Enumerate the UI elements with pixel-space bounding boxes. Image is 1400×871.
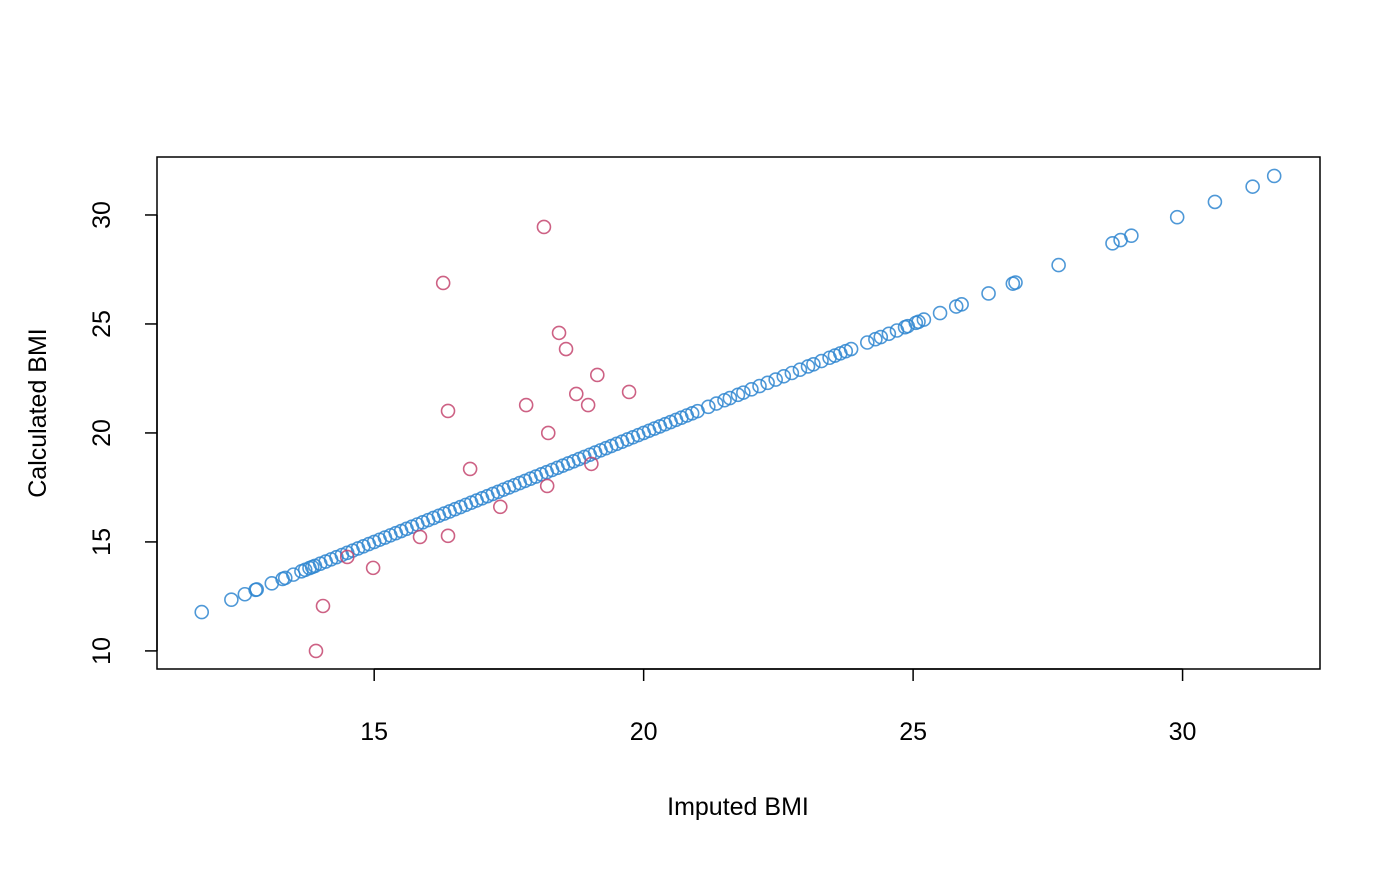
point <box>709 396 724 411</box>
point <box>1124 228 1139 243</box>
point <box>860 335 875 350</box>
point <box>580 397 596 413</box>
point <box>1008 275 1023 290</box>
x-tick-label: 30 <box>1169 718 1197 746</box>
x-axis-title: Imputed BMI <box>667 793 809 821</box>
point <box>518 397 534 413</box>
y-tick-label: 15 <box>88 528 116 556</box>
point <box>224 592 239 607</box>
point <box>339 549 355 565</box>
point <box>843 341 859 357</box>
point <box>776 368 792 384</box>
point <box>412 529 428 545</box>
y-tick-label: 30 <box>88 201 116 229</box>
point <box>1169 209 1185 225</box>
y-tick-label: 10 <box>88 637 116 665</box>
point <box>1051 257 1066 273</box>
point <box>315 598 331 614</box>
point <box>492 499 508 515</box>
point <box>806 356 821 372</box>
y-tick-label: 20 <box>88 419 116 447</box>
point <box>536 219 552 235</box>
point <box>462 461 478 477</box>
point <box>736 385 751 400</box>
point <box>1245 179 1260 194</box>
point <box>568 386 584 402</box>
point <box>286 567 301 582</box>
point <box>365 560 381 576</box>
point <box>249 582 265 597</box>
point <box>768 372 783 387</box>
point <box>981 286 996 301</box>
point <box>701 399 716 415</box>
point <box>954 297 969 312</box>
point <box>540 425 556 441</box>
point <box>308 643 324 659</box>
point <box>1207 194 1223 210</box>
point <box>584 456 599 472</box>
point <box>873 329 889 345</box>
point <box>916 312 932 327</box>
point <box>440 403 456 419</box>
plot-box <box>156 156 1321 670</box>
point <box>744 382 759 397</box>
point <box>277 570 293 586</box>
point <box>539 478 555 494</box>
point <box>1105 236 1120 251</box>
point <box>784 365 800 381</box>
y-tick-label: 25 <box>88 310 116 338</box>
point <box>435 275 451 291</box>
point <box>722 390 738 406</box>
point <box>440 528 456 544</box>
point <box>932 305 948 321</box>
point <box>194 604 210 620</box>
point <box>551 325 567 341</box>
point <box>752 378 767 394</box>
point <box>760 375 775 391</box>
point <box>881 326 897 342</box>
point <box>792 362 808 378</box>
x-tick-label: 15 <box>360 718 388 746</box>
point <box>558 341 574 357</box>
x-tick-label: 25 <box>899 718 927 746</box>
point <box>1266 168 1282 184</box>
point <box>621 384 637 400</box>
point <box>814 353 829 369</box>
point <box>590 367 605 383</box>
y-axis-title: Calculated BMI <box>24 328 52 498</box>
x-tick-label: 20 <box>630 718 658 746</box>
